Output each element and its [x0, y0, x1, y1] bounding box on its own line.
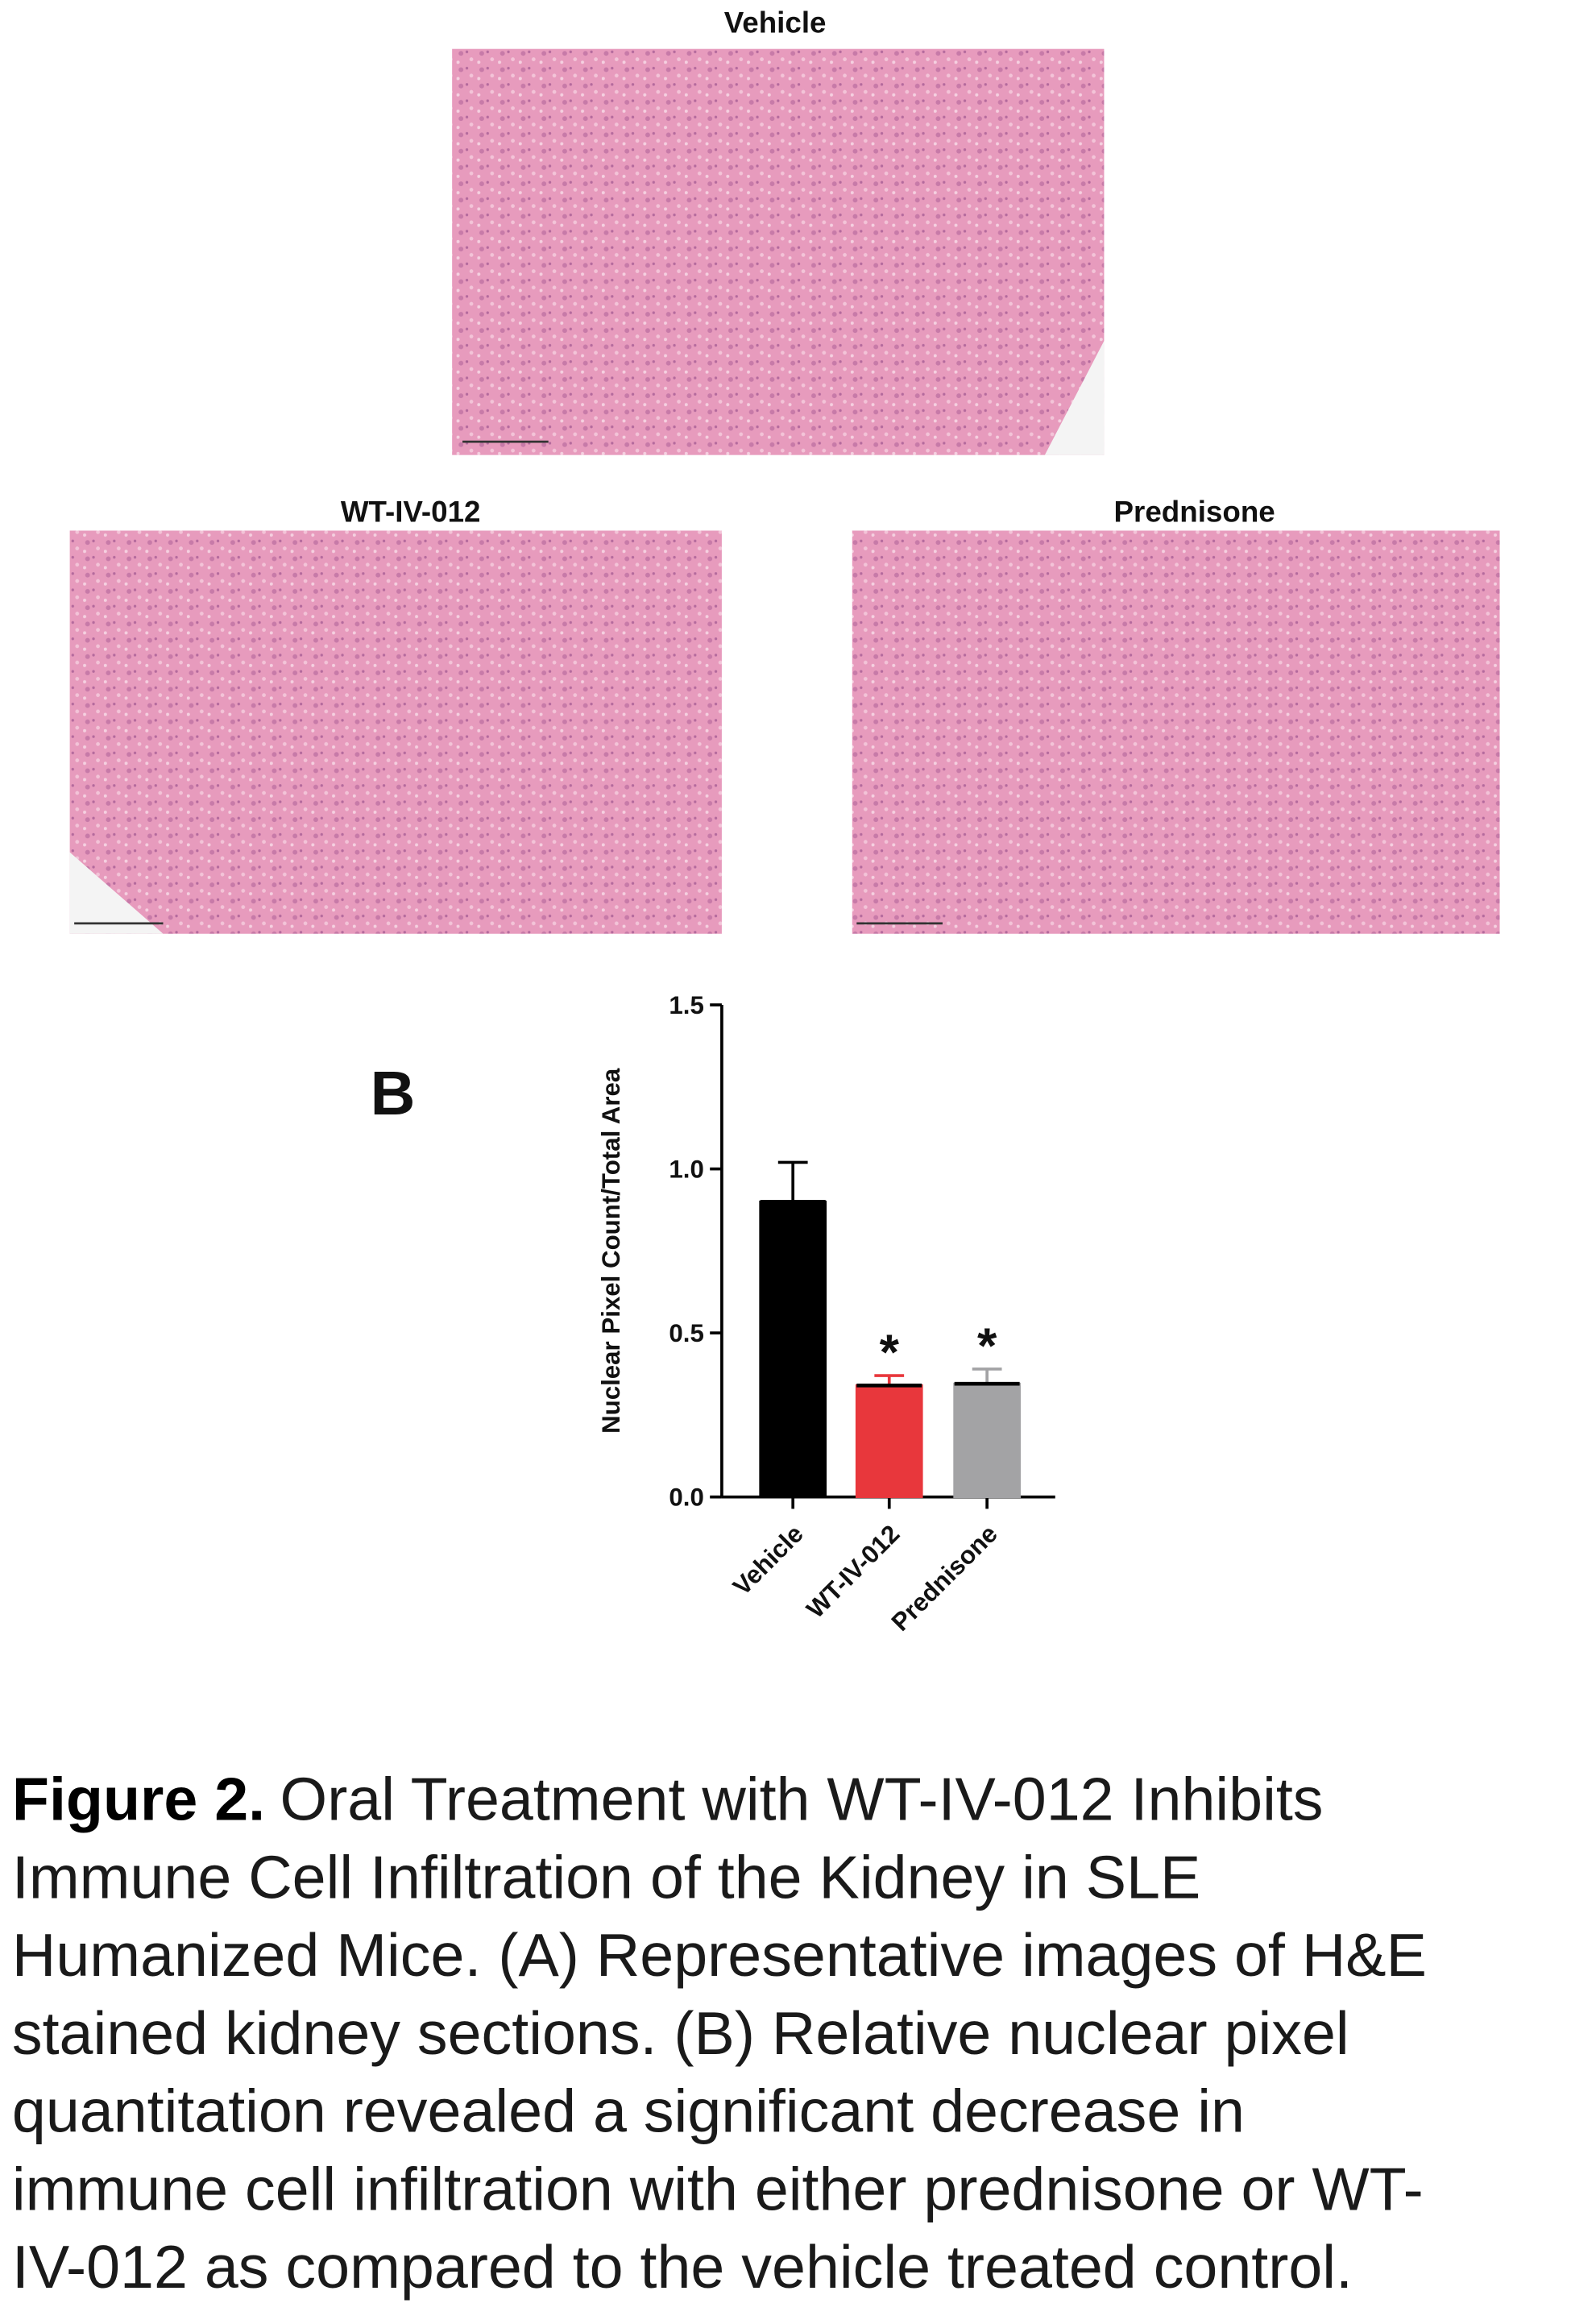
caption-line: Humanized Mice. (A) Representative image… — [12, 1921, 1427, 1989]
histology-image — [852, 530, 1500, 934]
histology-image — [69, 530, 722, 934]
significance-marker: * — [880, 1325, 900, 1381]
caption-line: Figure 2. Oral Treatment with WT-IV-012 I… — [12, 1766, 1324, 1833]
y-tick-label: 1.5 — [669, 991, 703, 1019]
panel-title: Vehicle — [724, 6, 827, 39]
y-tick-label: 1.0 — [669, 1156, 703, 1184]
caption: Figure 2. Oral Treatment with WT-IV-012 I… — [12, 1766, 1427, 2301]
x-tick-label: WT-IV-012 — [801, 1520, 905, 1624]
bar-chart: 0.0 0.5 1.0 1.5 Nuclear Pixel Count/Total Ar… — [597, 991, 1055, 1637]
y-tick-label: 0.5 — [669, 1319, 703, 1347]
y-axis-label: Nuclear Pixel Count/Total Area — [597, 1068, 625, 1434]
bar — [855, 1384, 923, 1499]
caption-line: IV-012 as compared to the vehicle treate… — [12, 2233, 1353, 2301]
bar — [953, 1382, 1021, 1499]
panel-title: Prednisone — [1114, 495, 1275, 528]
panel-label: B — [371, 1059, 416, 1128]
histology-image — [452, 48, 1105, 455]
caption-line: Immune Cell Infiltration of the Kidney i… — [12, 1843, 1200, 1911]
panel-title: WT-IV-012 — [341, 495, 481, 528]
bar — [759, 1200, 827, 1499]
y-tick-label: 0.0 — [669, 1484, 703, 1512]
caption-text: Oral Treatment with WT-IV-012 Inhibits — [280, 1766, 1324, 1833]
caption-line: immune cell infiltration with either pre… — [12, 2155, 1424, 2222]
significance-marker: * — [977, 1318, 997, 1375]
x-tick-label: Prednisone — [886, 1520, 1003, 1637]
caption-line: quantitation revealed a significant decr… — [12, 2077, 1245, 2145]
caption-line: stained kidney sections. (B) Relative nu… — [12, 1999, 1349, 2067]
x-tick-label: Vehicle — [727, 1520, 809, 1601]
caption-label: Figure 2. — [12, 1766, 265, 1833]
